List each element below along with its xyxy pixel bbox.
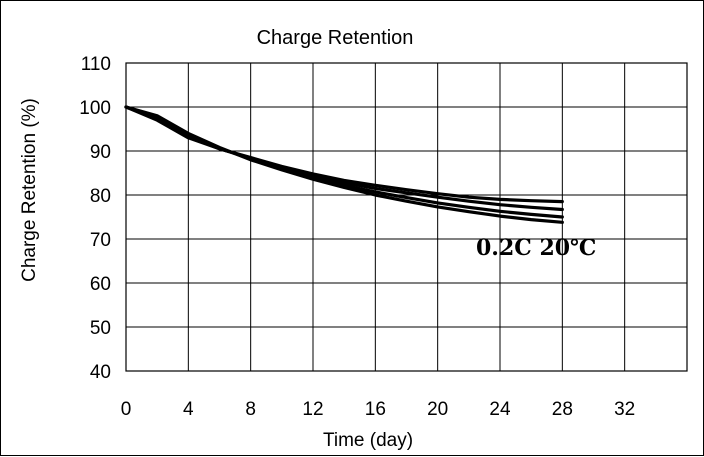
y-tick-label: 80	[90, 186, 111, 207]
y-tick-label: 100	[79, 98, 111, 119]
y-tick-label: 50	[90, 318, 111, 339]
series-group	[124, 105, 564, 224]
y-tick-label: 60	[90, 274, 111, 295]
series-line	[124, 105, 564, 212]
x-tick-label: 12	[302, 399, 323, 420]
x-tick-label: 4	[183, 399, 194, 420]
x-tick-label: 20	[427, 399, 448, 420]
y-tick-label: 110	[81, 54, 111, 75]
x-tick-label: 8	[245, 399, 256, 420]
y-tick-label: 90	[90, 142, 111, 163]
chart-title: Charge Retention	[257, 27, 414, 49]
grid	[125, 62, 688, 372]
x-axis-label: Time (day)	[323, 430, 413, 451]
series-line	[124, 105, 564, 224]
y-tick-label: 70	[90, 230, 111, 251]
x-tick-label: 28	[552, 399, 573, 420]
plot-area-border	[125, 62, 688, 372]
x-tick-label: 24	[489, 399, 511, 420]
y-axis-label: Charge Retention (%)	[19, 98, 40, 282]
x-tick-label: 0	[121, 399, 132, 420]
tick-labels: 0 4 8 12 16 20 24 28 32 40 50 60 70 80 90 100 110	[79, 54, 635, 420]
condition-annotation: 0.2C 20℃	[476, 235, 596, 261]
x-tick-label: 32	[614, 399, 635, 420]
y-tick-label: 40	[90, 362, 111, 383]
x-tick-label: 16	[365, 399, 386, 420]
